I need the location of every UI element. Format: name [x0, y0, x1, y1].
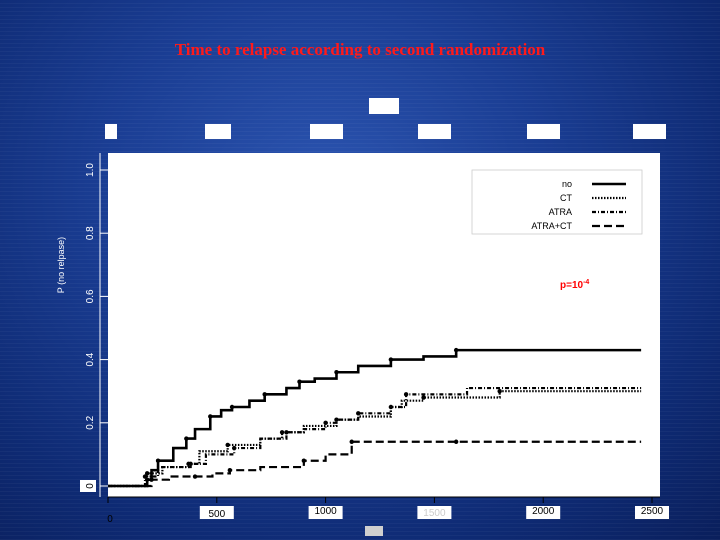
header-box: [527, 124, 560, 139]
censor-mark: [227, 468, 233, 473]
x-tick-label-box: [308, 506, 343, 519]
header-box: [205, 124, 231, 139]
series-line: [108, 386, 642, 488]
p-value-annotation: p=10-4: [560, 279, 589, 291]
censor-mark: [421, 395, 426, 400]
legend-label: ATRA: [549, 207, 572, 217]
header-box: [418, 124, 451, 139]
y-tick-label: 0.8: [85, 226, 96, 240]
x-axis-label-box: [365, 526, 383, 536]
censor-mark: [453, 347, 459, 353]
x-tick-label: 2500: [641, 506, 664, 517]
censor-mark: [497, 389, 502, 394]
censor-mark: [184, 436, 189, 441]
censor-mark: [334, 370, 339, 375]
x-tick-label: 500: [208, 509, 225, 520]
censor-mark: [301, 458, 307, 463]
axes: 0 500 1000 1500 2000 2500 0 0.2 0.4 0.6 0.8 1.0: [80, 153, 669, 536]
series-line: [108, 440, 642, 488]
header-box: [369, 98, 399, 114]
y-tick-label: 0.2: [85, 415, 96, 429]
censor-mark: [349, 439, 354, 444]
x-tick-label-box: [417, 506, 452, 519]
x-tick-label: 0: [107, 514, 113, 525]
legend: no CT ATRA ATRA+CT: [471, 169, 643, 235]
header-box: [633, 124, 666, 139]
series-layer: [108, 347, 642, 488]
series-line: [108, 348, 642, 488]
censor-mark: [262, 392, 267, 397]
x-tick-label-box: [526, 506, 561, 519]
x-tick-label: 2000: [532, 506, 555, 517]
x-tick-label: 1000: [314, 506, 337, 517]
x-tick-label-box: [635, 506, 669, 519]
y-axis-label: P (no relpase): [56, 237, 66, 293]
censor-mark: [284, 430, 289, 435]
censor-mark: [229, 404, 235, 410]
header-box: [310, 124, 343, 139]
censor-mark: [279, 430, 285, 435]
censor-mark: [192, 474, 198, 479]
y-tick-label: 0: [85, 483, 96, 489]
censor-mark: [403, 392, 409, 397]
legend-label: CT: [560, 193, 572, 203]
legend-label: no: [562, 179, 572, 189]
x-tick-label: 1500: [423, 508, 446, 519]
censor-mark: [225, 442, 230, 448]
p-value-exponent: -4: [583, 279, 589, 286]
censor-mark: [208, 414, 213, 419]
censor-mark: [453, 439, 459, 444]
x-tick-label-box: [199, 506, 234, 519]
censor-mark: [142, 474, 148, 479]
y-tick-label-box: [80, 480, 96, 492]
legend-box: [471, 169, 643, 235]
censor-mark: [144, 471, 150, 476]
p-value-text: p=10: [560, 280, 584, 291]
censor-mark: [388, 357, 394, 362]
header-box: [105, 124, 117, 139]
censor-mark: [297, 379, 302, 384]
legend-label: ATRA+CT: [531, 221, 572, 231]
censor-mark: [323, 420, 328, 425]
censor-mark: [356, 411, 361, 416]
y-tick-label: 0.6: [85, 289, 96, 303]
y-tick-label: 1.0: [85, 163, 96, 177]
censor-mark: [155, 458, 161, 463]
censor-mark: [149, 477, 154, 482]
censor-mark: [232, 445, 237, 451]
censor-mark: [188, 461, 193, 467]
y-tick-label: 0.4: [85, 352, 96, 366]
slide-title: Time to relapse according to second rand…: [174, 40, 546, 59]
